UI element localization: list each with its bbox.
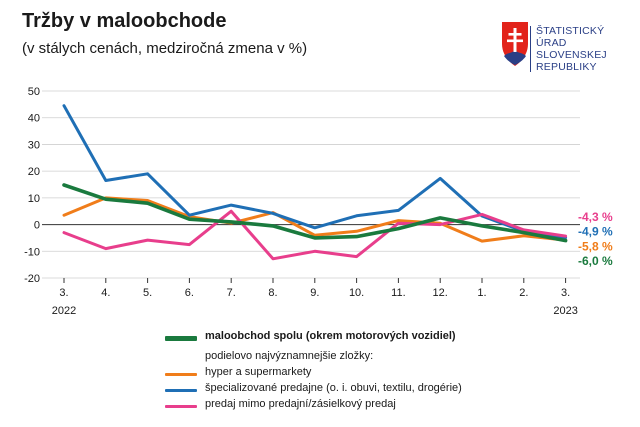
- x-year-label: 2022: [52, 305, 76, 317]
- series-line-total: [62, 183, 568, 243]
- x-tick-label: 2.: [519, 287, 528, 299]
- legend-label-spec: špecializované predajne (o. i. obuvi, te…: [205, 382, 462, 394]
- end-label: -5,8 %: [578, 239, 613, 253]
- legend-swatch-hyper: [165, 373, 197, 376]
- y-tick-label: 40: [28, 113, 40, 125]
- x-tick-label: 3.: [561, 287, 570, 299]
- legend-label-hyper: hyper a supermarkety: [205, 366, 312, 378]
- x-tick-label: 7.: [227, 287, 236, 299]
- series-line-spec: [62, 104, 568, 240]
- series-lines: [62, 104, 568, 261]
- x-tick-label: 4.: [101, 287, 110, 299]
- legend-components-header: podielovo najvýznamnejšie zložky:: [205, 350, 374, 362]
- slovak-coat-of-arms-icon: [502, 22, 528, 66]
- legend-label-mimo: predaj mimo predajní/zásielkový predaj: [205, 398, 396, 410]
- x-tick-label: 5.: [143, 287, 152, 299]
- grid-lines: [42, 90, 580, 279]
- x-tick-label: 11.: [391, 287, 405, 299]
- series-line-mimo: [62, 209, 568, 261]
- x-tick-label: 9.: [310, 287, 319, 299]
- y-tick-label: 20: [28, 166, 40, 178]
- y-tick-label: 30: [28, 139, 40, 151]
- x-axis-ticks: 3. 4. 5. 6. 7. 8. 9. 10. 11. 12. 1. 2. 3. 2022 2023: [52, 278, 578, 317]
- y-axis-ticks: -20 -10 0 10 20 30 40 50: [24, 86, 40, 285]
- logo-divider: [530, 26, 531, 72]
- series-line-hyper: [62, 196, 568, 243]
- legend-swatch-spec: [165, 389, 197, 392]
- logo-text: ŠTATISTICKÝ ÚRAD SLOVENSKEJ REPUBLIKY: [536, 25, 607, 73]
- legend-swatch-mimo: [165, 405, 197, 408]
- legend-label-total: maloobchod spolu (okrem motorových vozid…: [205, 330, 456, 342]
- x-year-label: 2023: [553, 305, 577, 317]
- logo-line-4: REPUBLIKY: [536, 61, 597, 73]
- x-tick-label: 6.: [185, 287, 194, 299]
- logo-line-2: ÚRAD: [536, 37, 567, 49]
- x-tick-label: 8.: [268, 287, 277, 299]
- end-label: -4,3 %: [578, 210, 613, 224]
- x-tick-label: 3.: [59, 287, 68, 299]
- x-tick-label: 10.: [349, 287, 364, 299]
- x-tick-label: 12.: [433, 287, 448, 299]
- end-label: -4,9 %: [578, 225, 613, 239]
- legend-swatch-total: [165, 336, 197, 341]
- end-label: -6,0 %: [578, 254, 613, 268]
- x-tick-label: 1.: [477, 287, 486, 299]
- y-tick-label: -10: [24, 246, 40, 258]
- end-labels: -4,3 %-4,9 %-5,8 %-6,0 %: [578, 210, 613, 268]
- logo-line-3: SLOVENSKEJ: [536, 49, 607, 61]
- chart-title: Tržby v maloobchode: [22, 10, 227, 32]
- logo-line-1: ŠTATISTICKÝ: [536, 25, 605, 37]
- y-tick-label: 10: [28, 193, 40, 205]
- chart-subtitle: (v stálych cenách, medziročná zmena v %): [22, 40, 308, 57]
- y-tick-label: -20: [24, 273, 40, 285]
- y-tick-label: 50: [28, 86, 40, 98]
- y-tick-label: 0: [34, 220, 40, 232]
